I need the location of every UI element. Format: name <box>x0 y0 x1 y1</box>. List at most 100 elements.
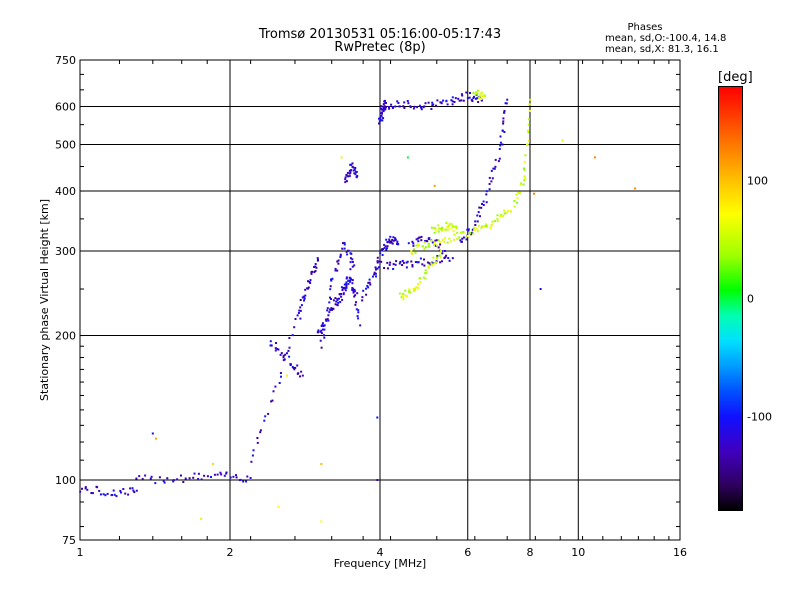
data-point <box>439 241 441 244</box>
data-point <box>315 266 318 269</box>
data-point <box>392 236 395 239</box>
data-point <box>353 168 356 171</box>
data-point <box>378 122 380 125</box>
data-point <box>509 210 512 213</box>
data-point <box>220 473 223 476</box>
data-point <box>300 370 303 373</box>
data-point <box>269 340 272 343</box>
data-point <box>402 298 405 301</box>
data-point <box>506 98 509 101</box>
data-point <box>476 214 479 217</box>
data-point <box>343 243 346 246</box>
data-point <box>313 266 316 268</box>
data-point <box>402 261 405 264</box>
data-point <box>433 231 436 234</box>
data-point <box>443 228 446 231</box>
data-point <box>340 156 343 159</box>
data-point <box>319 330 322 333</box>
data-point <box>272 390 275 393</box>
data-point <box>453 233 456 236</box>
data-point <box>162 480 165 483</box>
data-point <box>431 261 434 264</box>
data-point <box>336 269 339 272</box>
data-point <box>390 240 393 243</box>
data-point <box>375 268 377 271</box>
data-point <box>455 227 458 229</box>
data-point <box>384 99 386 102</box>
data-point <box>429 263 432 266</box>
data-point <box>348 175 351 178</box>
data-point <box>501 143 504 146</box>
data-point <box>522 183 525 186</box>
data-point <box>450 240 452 243</box>
data-point <box>197 472 200 475</box>
chart-subtitle: RwPretec (8p) <box>334 40 426 55</box>
data-point <box>352 166 355 169</box>
data-point <box>259 429 262 432</box>
data-point <box>502 117 505 120</box>
data-point <box>379 117 382 120</box>
data-point <box>459 239 462 242</box>
data-point <box>252 449 255 452</box>
data-point <box>403 101 406 104</box>
data-point <box>417 261 420 264</box>
data-point <box>432 256 435 259</box>
data-point <box>302 295 305 298</box>
data-point <box>354 303 357 306</box>
data-point <box>310 272 313 275</box>
data-point <box>383 243 386 246</box>
data-point <box>285 374 288 377</box>
data-point <box>144 474 147 477</box>
data-point <box>385 105 387 108</box>
data-point <box>347 175 349 178</box>
data-point <box>104 494 107 497</box>
y-tick-label: 500 <box>55 139 76 152</box>
data-point <box>406 295 409 298</box>
data-point <box>356 175 359 177</box>
data-point <box>356 315 359 318</box>
data-point <box>503 111 506 114</box>
data-point <box>394 238 397 241</box>
data-point <box>303 297 306 300</box>
data-point <box>446 241 449 244</box>
data-point <box>382 107 385 110</box>
data-point <box>86 488 89 491</box>
data-point <box>119 489 122 492</box>
data-point <box>498 148 501 150</box>
data-point <box>448 259 451 262</box>
data-point <box>408 289 411 292</box>
data-point <box>264 415 267 418</box>
data-point <box>320 520 323 523</box>
data-point <box>464 236 467 239</box>
data-point <box>386 247 388 250</box>
data-point <box>345 173 348 176</box>
data-point <box>288 346 291 349</box>
data-point <box>291 334 294 337</box>
data-point <box>418 244 421 247</box>
data-point <box>129 487 132 490</box>
data-point <box>373 273 376 276</box>
data-point <box>463 236 465 239</box>
data-point <box>342 287 345 289</box>
data-point <box>477 101 480 103</box>
data-point <box>334 269 337 272</box>
data-point <box>500 213 503 216</box>
data-point <box>439 256 442 259</box>
data-point <box>529 98 531 101</box>
data-point <box>444 256 447 259</box>
data-point <box>345 276 348 279</box>
data-point <box>287 349 290 352</box>
data-point <box>180 474 182 477</box>
data-point <box>323 324 326 327</box>
data-point <box>417 283 420 285</box>
data-point <box>477 224 480 227</box>
data-point <box>488 188 491 191</box>
data-point <box>397 102 400 104</box>
data-point <box>386 241 389 244</box>
data-point <box>561 139 564 142</box>
data-point <box>304 288 307 291</box>
data-point <box>494 220 497 223</box>
data-point <box>402 296 405 299</box>
data-point <box>299 375 301 378</box>
data-point <box>329 308 332 311</box>
